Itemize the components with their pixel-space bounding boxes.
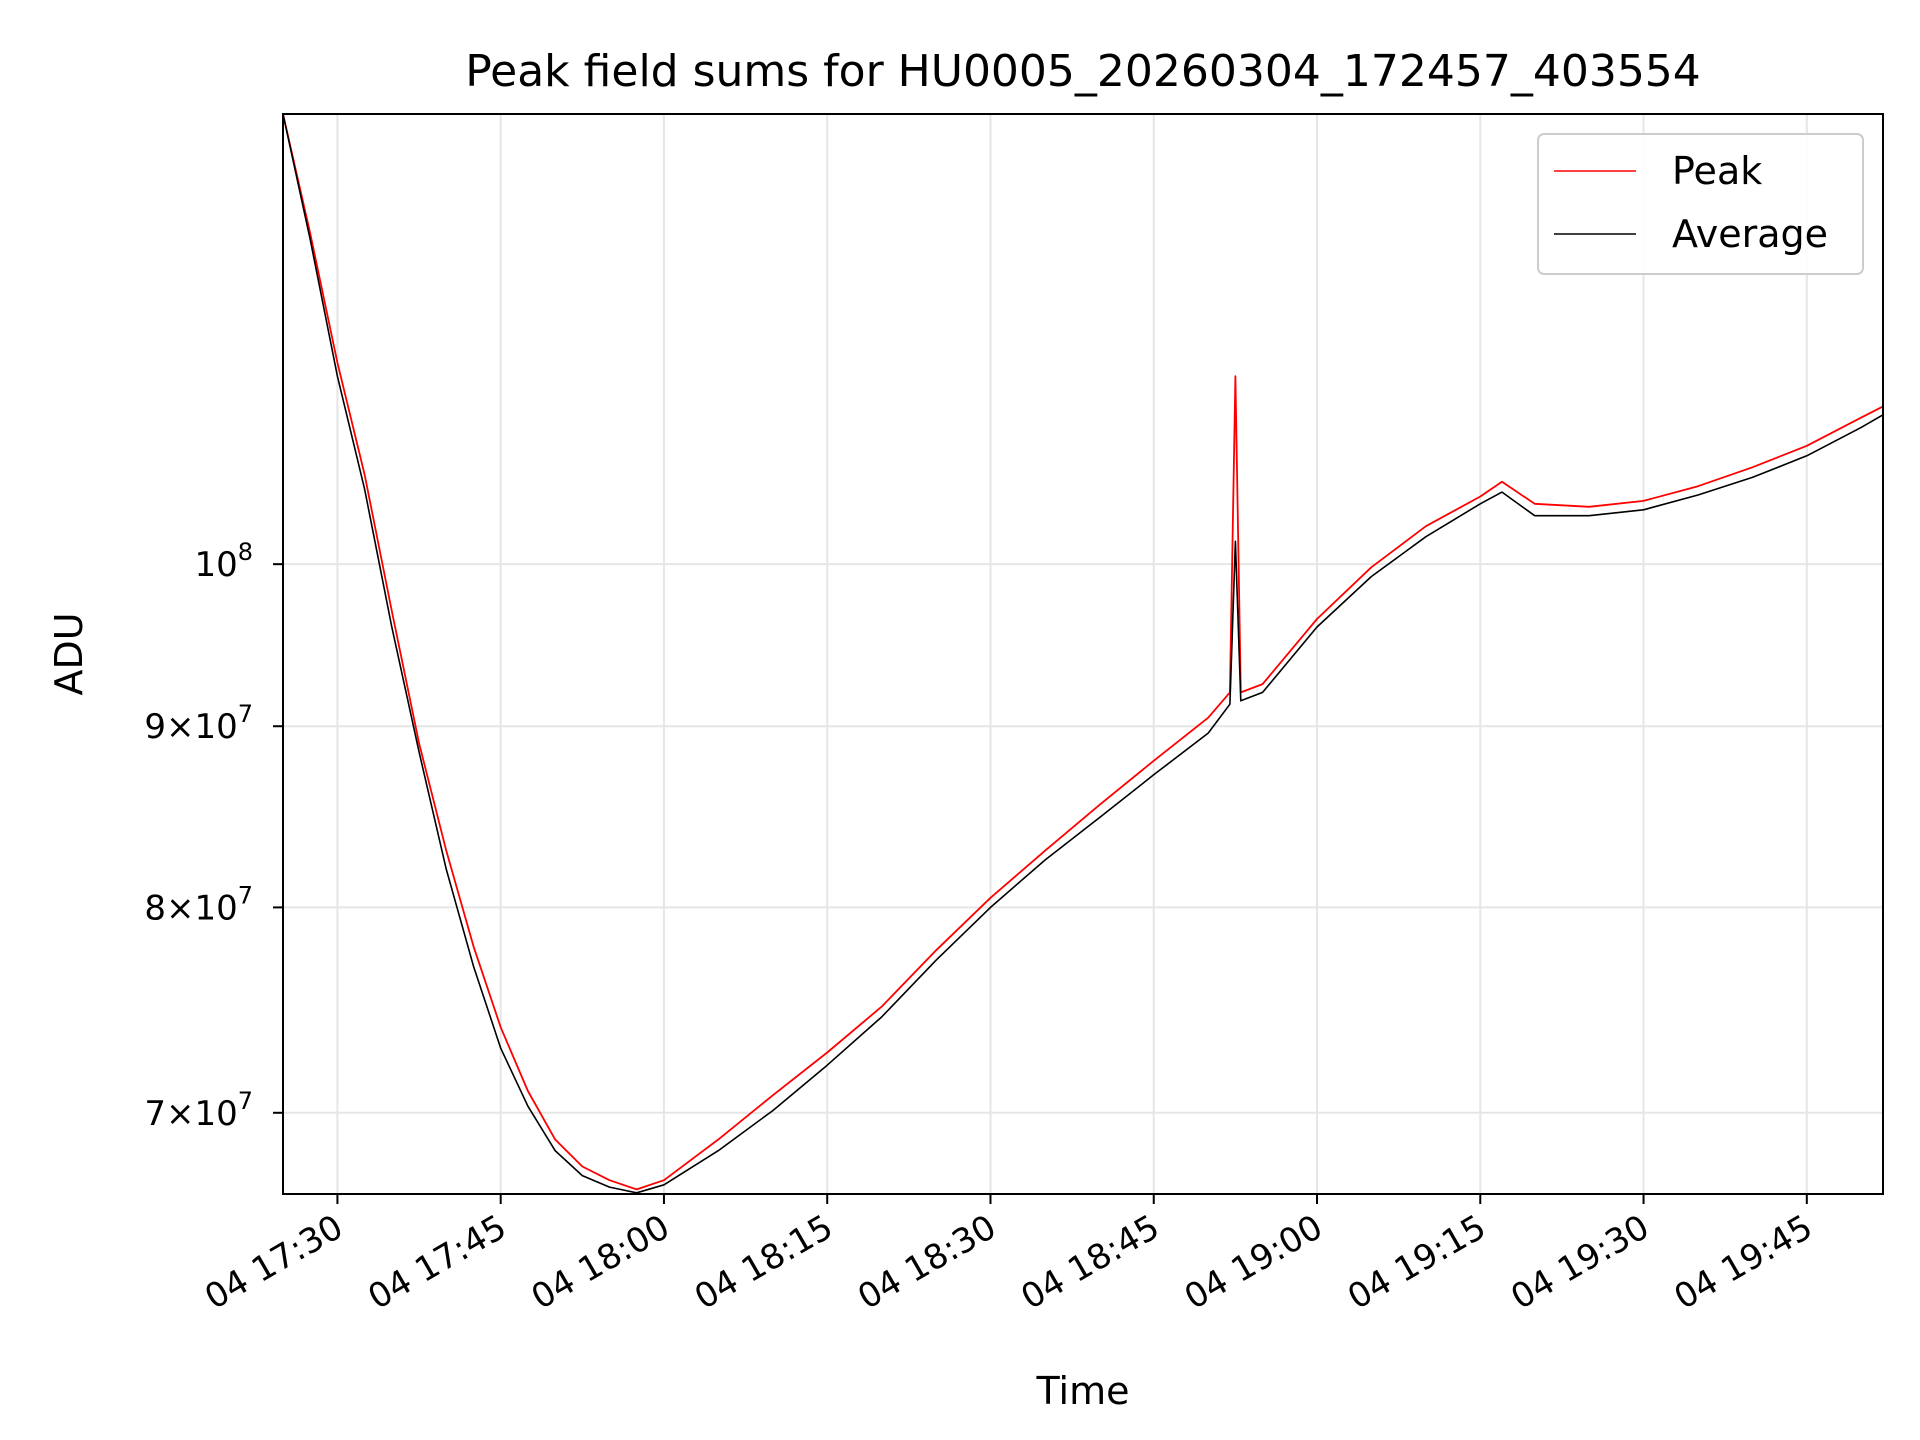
grid xyxy=(283,114,1883,1194)
y-tick-label: 7×107 xyxy=(144,1087,253,1134)
series-line-average xyxy=(282,113,1884,1194)
legend: Peak Average xyxy=(1537,133,1864,275)
y-axis-label: ADU xyxy=(47,612,91,695)
legend-label-peak: Peak xyxy=(1672,149,1762,193)
legend-box xyxy=(1537,133,1864,275)
plot-frame xyxy=(282,113,1884,1195)
chart-title: Peak field sums for HU0005_20260304_1724… xyxy=(465,46,1701,97)
y-tick-label: 9×107 xyxy=(144,700,253,747)
x-axis-label: Time xyxy=(1036,1369,1130,1413)
y-tick-label: 108 xyxy=(194,538,253,585)
y-tick-label: 8×107 xyxy=(144,881,253,928)
series-line-peak xyxy=(282,113,1884,1191)
y-axis: 7×107 8×107 9×107 108 xyxy=(144,538,283,1134)
legend-label-average: Average xyxy=(1672,212,1828,256)
series-layer xyxy=(282,113,1884,1194)
